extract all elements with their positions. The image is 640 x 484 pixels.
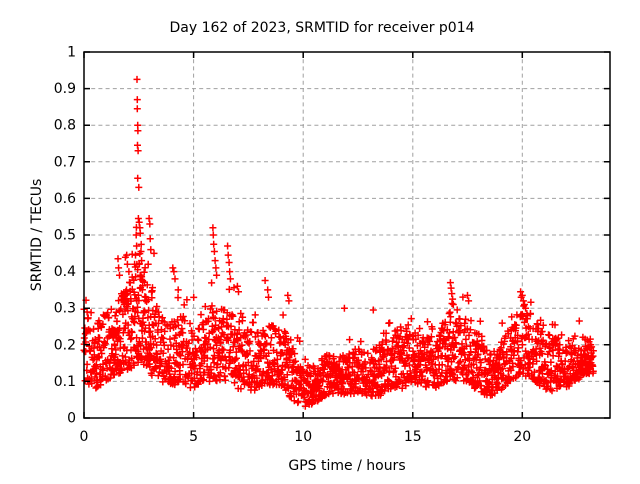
y-tick-label: 0.4 <box>54 264 76 280</box>
y-tick-label: 0.5 <box>54 228 76 244</box>
scatter-points <box>80 75 597 410</box>
y-tick-label: 0.2 <box>54 337 76 353</box>
y-tick-label: 0.8 <box>54 118 76 134</box>
x-tick-label: 15 <box>404 429 422 445</box>
x-axis-label: GPS time / hours <box>288 458 405 474</box>
y-axis-label: SRMTID / TECUs <box>29 179 45 292</box>
chart-title: Day 162 of 2023, SRMTID for receiver p01… <box>169 20 474 36</box>
y-tick-label: 1 <box>67 45 76 61</box>
x-tick-label: 5 <box>189 429 198 445</box>
y-tick-label: 0.7 <box>54 154 76 170</box>
y-tick-label: 0.6 <box>54 191 76 207</box>
x-tick-label: 0 <box>80 429 89 445</box>
y-tick-label: 0.3 <box>54 301 76 317</box>
plot-area: 00.10.20.30.40.50.60.70.80.910 5 10 15 20 <box>54 45 611 445</box>
y-tick-label: 0.9 <box>54 81 76 97</box>
y-tick-label: 0 <box>67 411 76 427</box>
x-tick-label: 20 <box>513 429 531 445</box>
plot-border <box>83 51 611 419</box>
x-tick-label: 10 <box>294 429 312 445</box>
y-tick-label: 0.1 <box>54 374 76 390</box>
